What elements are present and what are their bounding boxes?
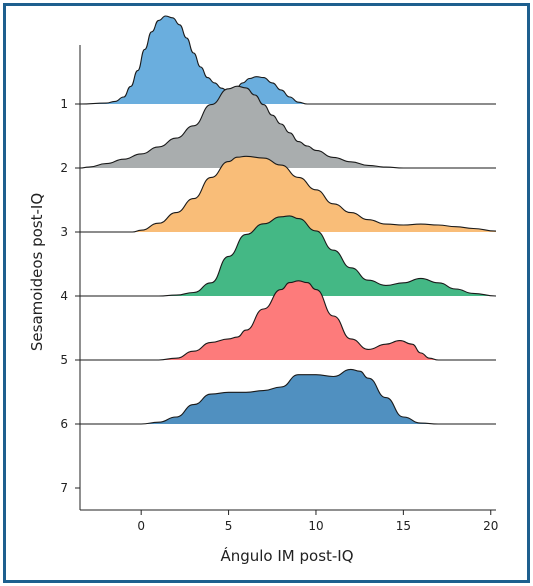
x-tick-label-10: 10 <box>308 519 323 533</box>
x-axis-title: Ángulo IM post-IQ <box>220 546 353 565</box>
y-tick-label-5: 5 <box>60 353 68 367</box>
ridge-outline-5 <box>80 280 496 361</box>
ridge-area-6 <box>80 369 496 424</box>
y-axis: 1 2 3 4 5 6 7 <box>60 45 81 510</box>
y-axis-title: Sesamoideos post-IQ <box>28 193 46 351</box>
ridge-outline-4 <box>80 215 497 297</box>
y-tick-label-1: 1 <box>60 97 68 111</box>
x-tick-label-20: 20 <box>483 519 498 533</box>
ridge-area-4 <box>80 215 496 296</box>
x-tick-label-0: 0 <box>137 519 145 533</box>
x-tick-label-5: 5 <box>225 519 233 533</box>
ridge-outline-6 <box>80 368 496 425</box>
ridge-area-5 <box>80 280 496 360</box>
x-tick-label-15: 15 <box>396 519 411 533</box>
y-tick-label-7: 7 <box>60 481 68 495</box>
ridge-area-3 <box>80 156 496 232</box>
x-axis: 0 5 10 15 20 <box>80 509 498 533</box>
ridge-outline-3 <box>79 155 497 233</box>
y-tick-label-6: 6 <box>60 417 68 431</box>
ridge-area-1 <box>80 16 496 104</box>
y-tick-label-2: 2 <box>60 161 68 175</box>
ridges-layer <box>79 15 497 425</box>
y-tick-label-4: 4 <box>60 289 68 303</box>
ridge-outline-1 <box>79 15 496 105</box>
y-tick-label-3: 3 <box>60 225 68 239</box>
ridge-outline-2 <box>79 85 496 169</box>
ridge-area-2 <box>80 86 496 168</box>
